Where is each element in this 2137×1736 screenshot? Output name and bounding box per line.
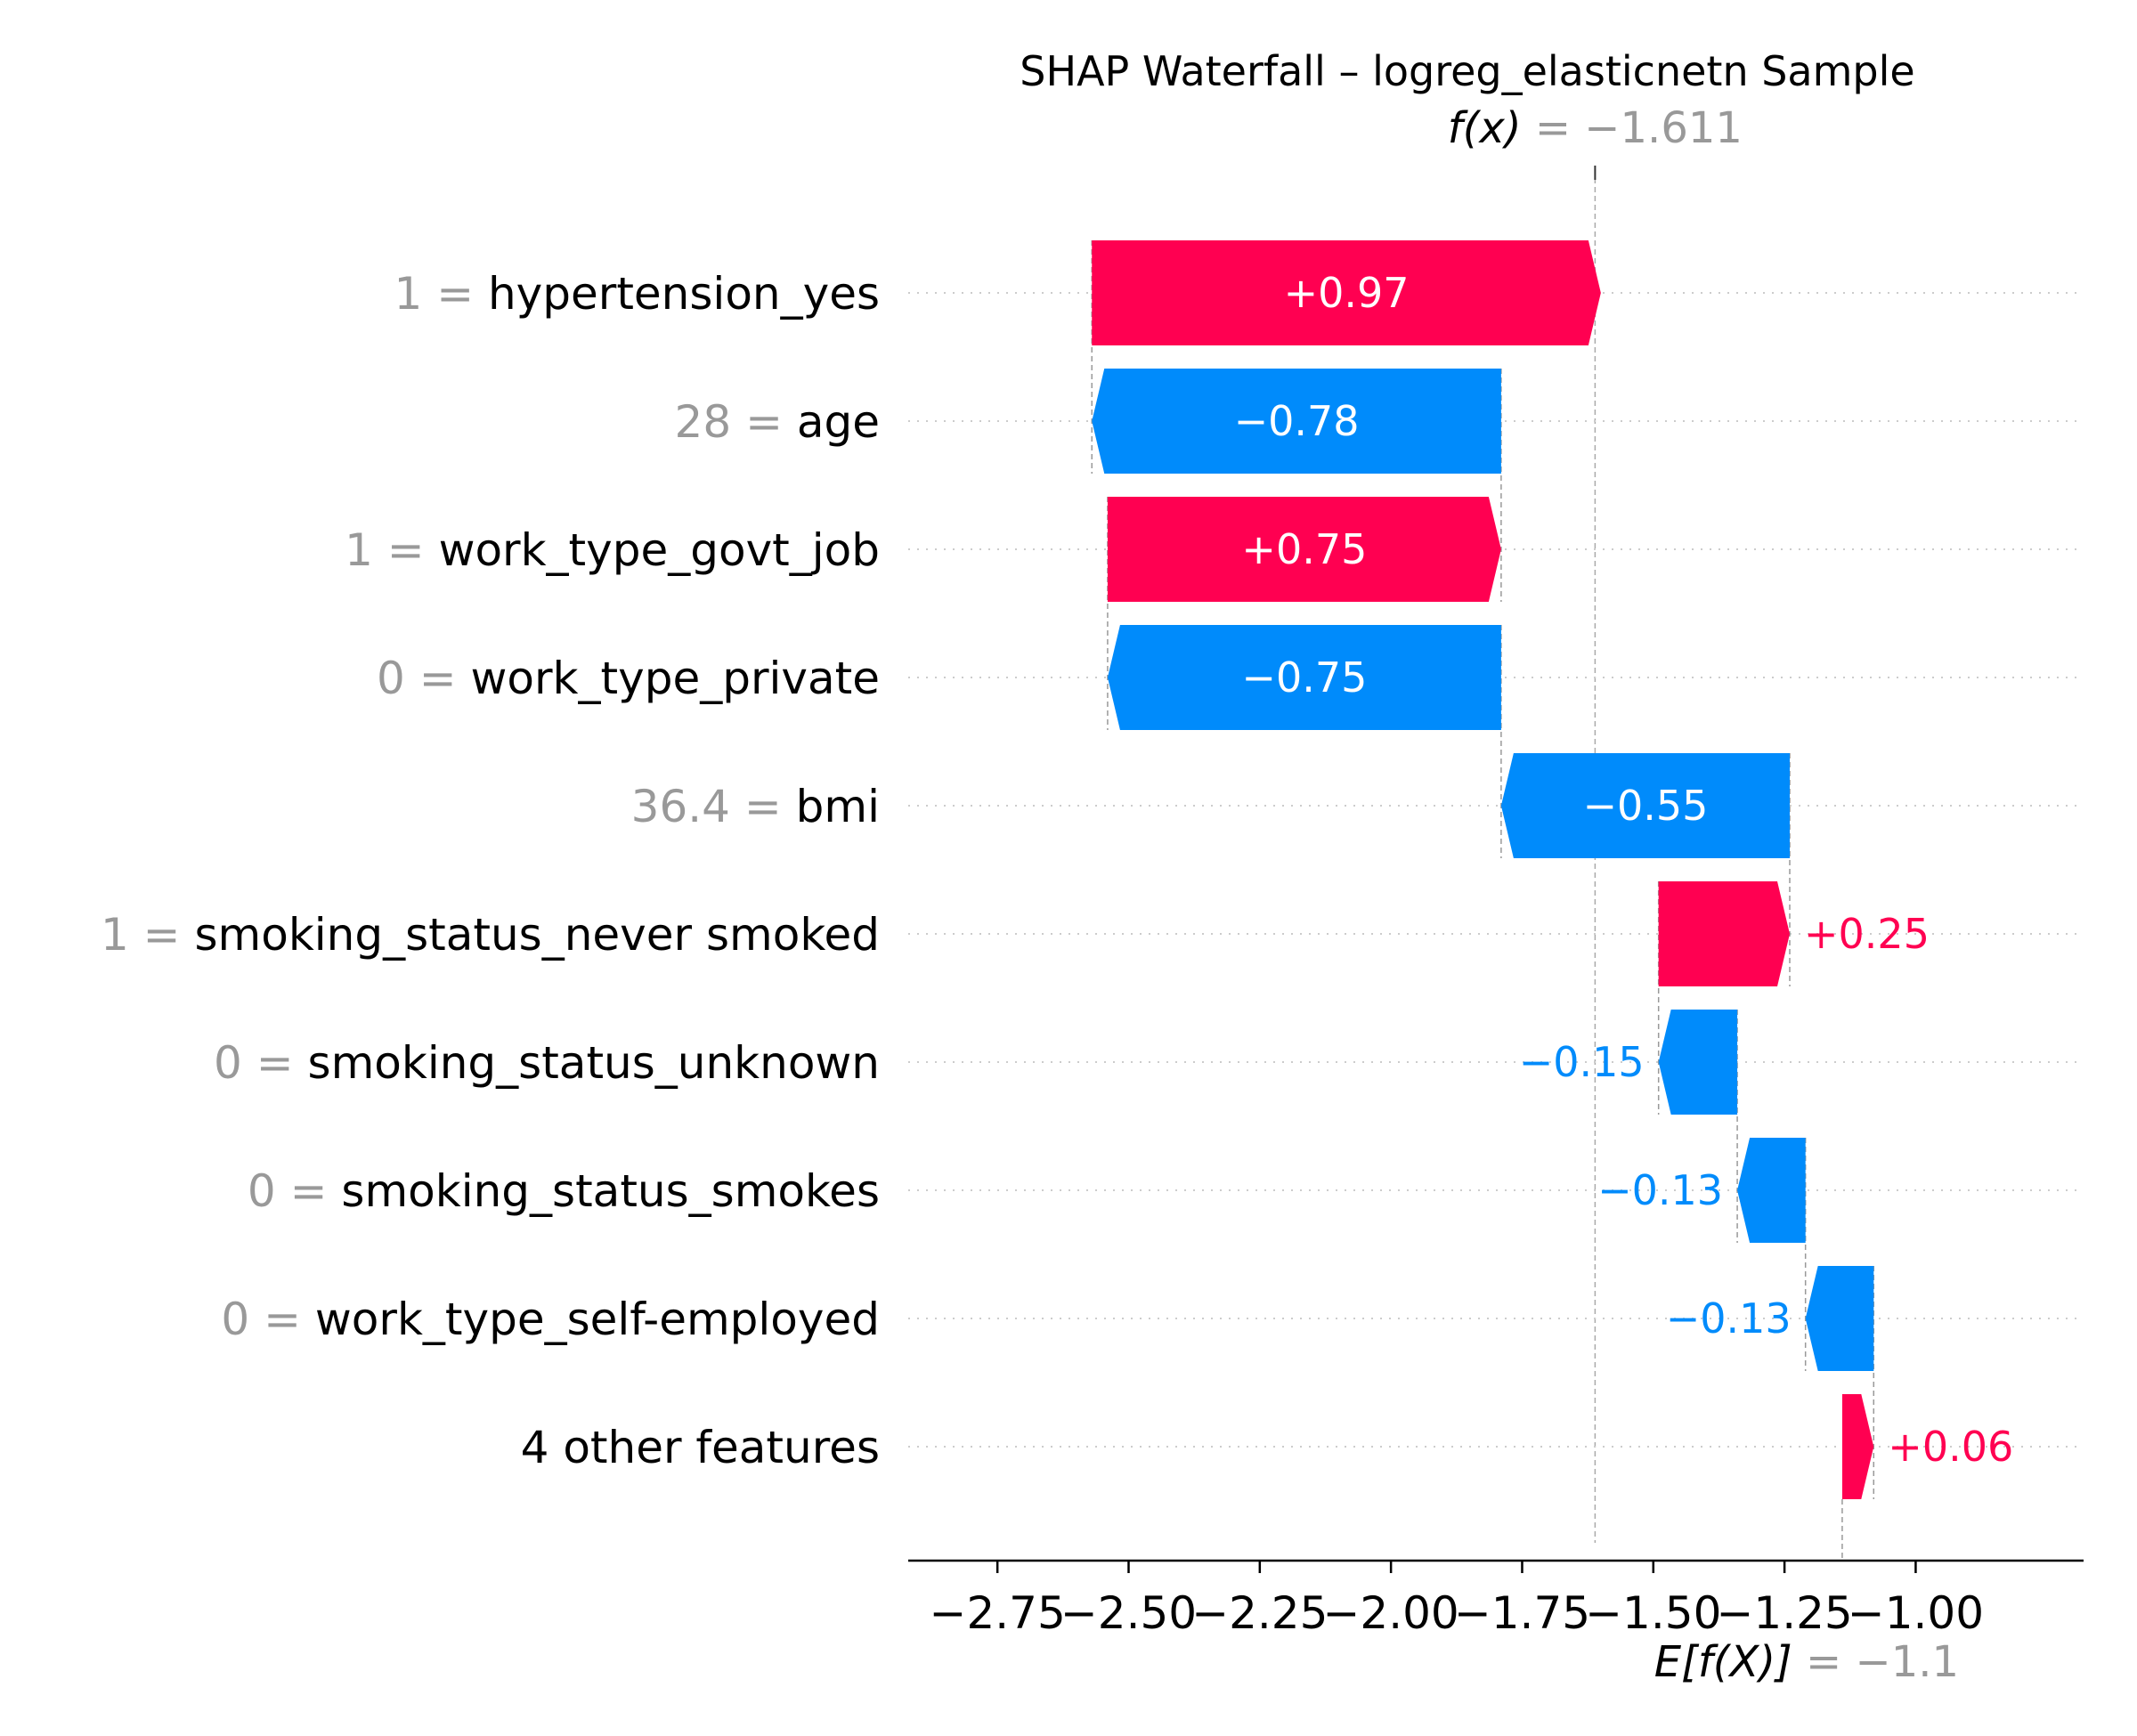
bar-positive (1092, 240, 1601, 345)
feature-value: 28 = (675, 396, 797, 448)
bar-negative (1500, 753, 1790, 858)
ex-symbol: E[f(X)] (1654, 1637, 1792, 1687)
feature-value: 1 = (394, 268, 488, 320)
feature-label: 0 = smoking_status_unknown (214, 1037, 880, 1089)
bar-value-label: −0.78 (1234, 397, 1360, 445)
bar-value-label: +0.06 (1888, 1423, 2013, 1471)
bar-positive (1107, 497, 1501, 602)
bar-positive (1841, 1394, 1874, 1499)
feature-name: bmi (796, 781, 880, 832)
feature-value: 0 = (214, 1037, 308, 1089)
feature-name: smoking_status_unknown (308, 1037, 880, 1089)
feature-label: 1 = hypertension_yes (394, 268, 880, 320)
feature-name: smoking_status_smokes (341, 1165, 880, 1217)
bar-value-label: −0.75 (1241, 653, 1367, 702)
feature-name: hypertension_yes (488, 268, 880, 320)
feature-label: 0 = work_type_self-employed (221, 1294, 880, 1345)
feature-value: 1 = (345, 524, 439, 576)
feature-name: work_type_self-employed (315, 1294, 880, 1345)
feature-name: age (797, 396, 880, 448)
fx-value: = −1.611 (1522, 103, 1743, 153)
bar-value-label: +0.97 (1284, 269, 1410, 317)
ex-label: E[f(X)] = −1.1 (1654, 1637, 1959, 1687)
feature-label: 0 = smoking_status_smokes (248, 1165, 880, 1217)
fx-reference: f(x) = −1.611 (1448, 103, 1743, 1543)
bars: +0.97 −0.78 +0.75 −0.75 −0.55 +0.25 −0.15 −0.13… (1092, 240, 2013, 1499)
x-tick-label: −2.50 (1060, 1587, 1197, 1639)
bar-negative (1805, 1266, 1874, 1371)
feature-name: smoking_status_never smoked (194, 909, 880, 961)
feature-value: 0 = (377, 653, 471, 704)
feature-name: work_type_private (471, 653, 880, 704)
bar-negative (1107, 625, 1501, 730)
feature-value: 0 = (248, 1165, 342, 1217)
x-tick-label: −1.75 (1454, 1587, 1590, 1639)
feature-value: 1 = (101, 909, 195, 961)
x-axis: −2.75−2.50−2.25−2.00−1.75−1.50−1.25−1.00 (908, 1559, 2084, 1639)
fx-symbol: f(x) (1448, 103, 1522, 153)
bar-value-label: −0.13 (1666, 1294, 1792, 1343)
feature-value: 0 = (221, 1294, 315, 1345)
feature-name: 4 other features (521, 1422, 880, 1473)
bar-negative (1737, 1138, 1806, 1243)
x-tick-label: −1.00 (1848, 1587, 1984, 1639)
bar-negative (1658, 1010, 1738, 1115)
feature-label: 1 = work_type_govt_job (345, 524, 880, 576)
feature-label: 28 = age (675, 396, 880, 448)
feature-label: 4 other features (521, 1422, 880, 1473)
bar-value-label: −0.15 (1519, 1038, 1645, 1086)
bar-positive (1658, 881, 1790, 986)
bar-value-label: −0.13 (1597, 1166, 1723, 1214)
x-tick-label: −2.00 (1323, 1587, 1459, 1639)
feature-name: work_type_govt_job (439, 524, 880, 576)
bar-value-label: +0.75 (1241, 525, 1367, 573)
x-tick-label: −1.25 (1716, 1587, 1852, 1639)
x-tick-label: −2.25 (1191, 1587, 1328, 1639)
bar-negative (1092, 369, 1501, 474)
feature-value: 36.4 = (631, 781, 796, 832)
x-tick-label: −1.50 (1585, 1587, 1721, 1639)
fx-label: f(x) = −1.611 (1448, 103, 1743, 153)
feature-label: 36.4 = bmi (631, 781, 880, 832)
bar-value-label: +0.25 (1804, 910, 1930, 958)
feature-label: 1 = smoking_status_never smoked (101, 909, 880, 961)
x-tick-label: −2.75 (930, 1587, 1066, 1639)
ex-value: = −1.1 (1792, 1637, 1959, 1687)
feature-label: 0 = work_type_private (377, 653, 880, 704)
bar-value-label: −0.55 (1582, 782, 1708, 830)
ex-reference: E[f(X)] = −1.1 (1654, 1499, 1959, 1687)
feature-labels: 1 = hypertension_yes 28 = age 1 = work_typ… (101, 268, 880, 1473)
chart-title: SHAP Waterfall – logreg_elasticnetn Samp… (1020, 47, 1914, 95)
